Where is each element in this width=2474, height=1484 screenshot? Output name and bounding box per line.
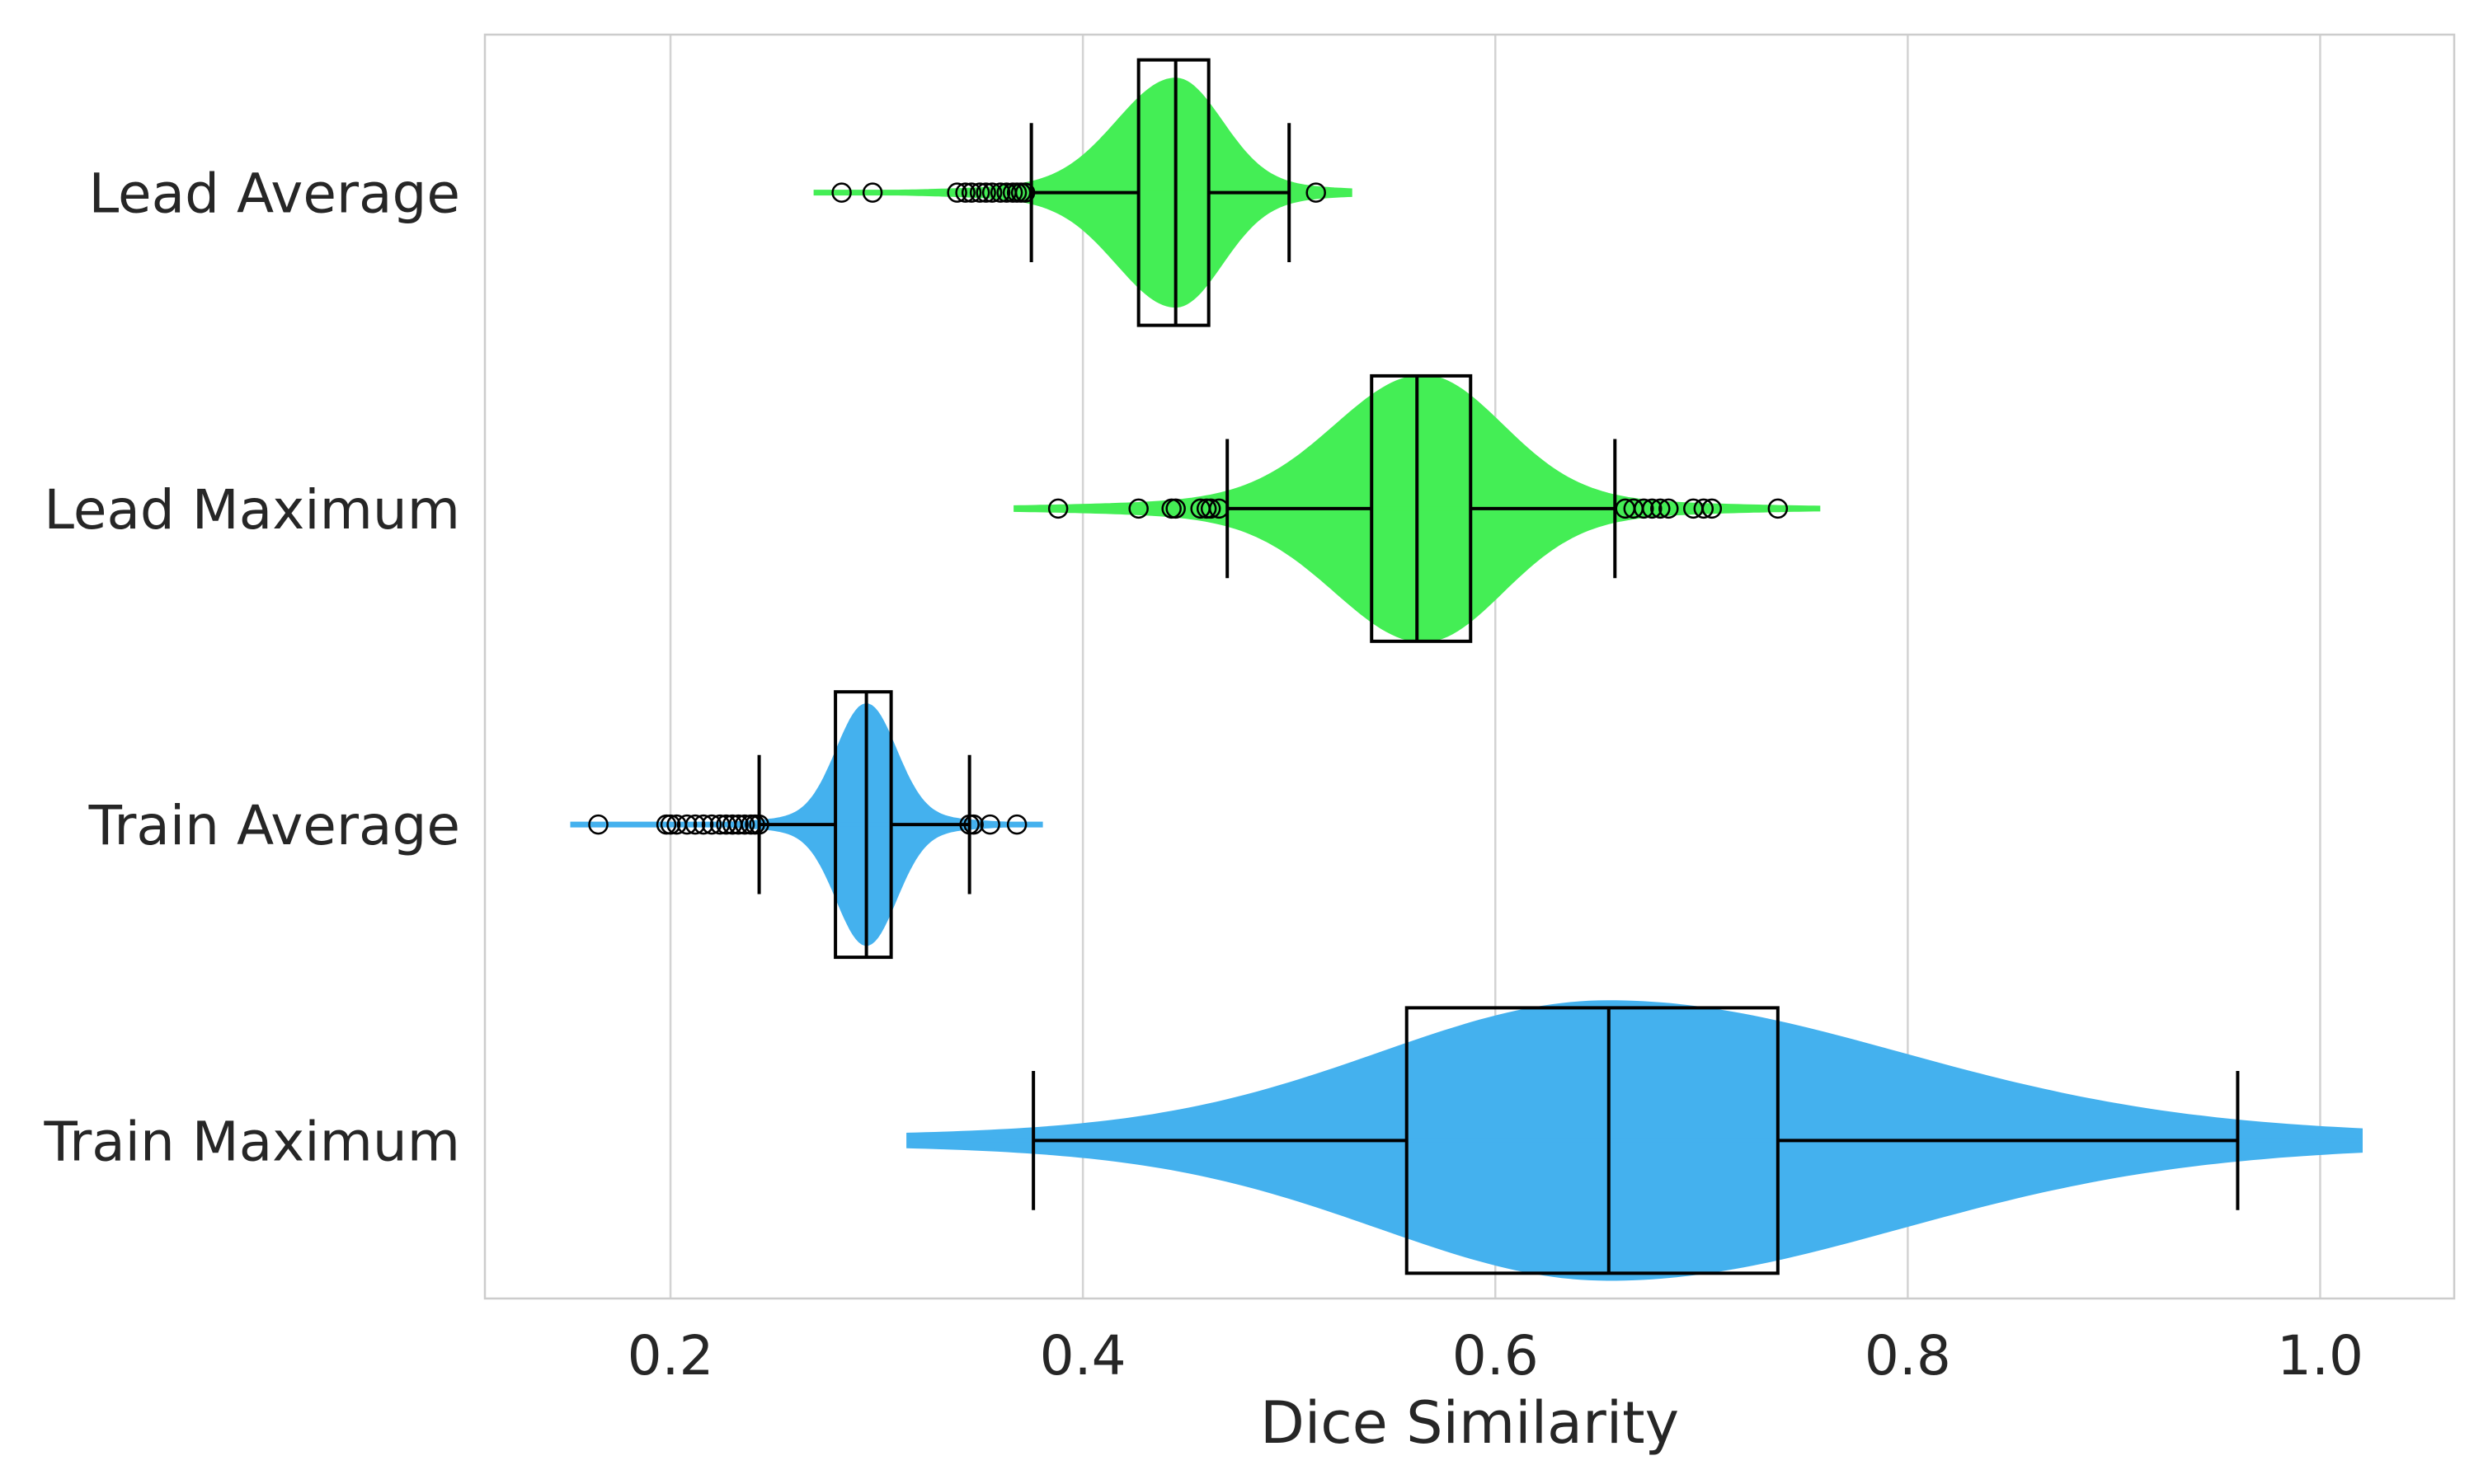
y-tick-label: Lead Average: [88, 162, 460, 226]
iqr-box: [1370, 373, 1473, 643]
x-tick-labels: 0.2 0.4 0.6 0.8 1.0: [628, 1324, 2363, 1388]
y-tick-label: Lead Maximum: [44, 478, 460, 542]
outlier-point: [976, 182, 996, 203]
outlier-point: [660, 814, 681, 835]
outlier-point: [969, 182, 990, 203]
outlier-point: [1767, 498, 1789, 519]
outlier-point: [963, 814, 984, 835]
x-axis-title: Dice Similarity: [1260, 1389, 1679, 1457]
iqr-box: [1404, 1006, 1780, 1275]
plot-frame: [483, 33, 2456, 1300]
outlier-point: [734, 814, 755, 835]
outlier-point: [961, 182, 982, 203]
iqr-box: [834, 690, 893, 960]
outlier-point: [693, 814, 714, 835]
outlier-point: [831, 182, 852, 203]
y-tick-labels: Lead Average Lead Maximum Train Average Tra…: [43, 162, 460, 1174]
outlier-point: [588, 814, 609, 835]
iqr-box: [1136, 58, 1211, 327]
outlier-point: [1128, 498, 1149, 519]
outlier-point: [1658, 498, 1679, 519]
outlier-point: [1208, 498, 1230, 519]
outlier-point: [980, 814, 1000, 835]
outlier-point: [981, 182, 1003, 203]
outlier-point: [1014, 182, 1036, 203]
x-tick-label: 0.6: [1452, 1324, 1539, 1388]
outlier-point: [1634, 498, 1654, 519]
outlier-point: [1047, 498, 1069, 519]
x-tick-label: 0.4: [1040, 1324, 1126, 1388]
outlier-point: [684, 814, 706, 835]
outlier-point: [1305, 182, 1326, 203]
x-tick-label: 1.0: [2277, 1324, 2363, 1388]
outlier-point: [1701, 498, 1723, 519]
y-tick-label: Train Maximum: [43, 1110, 460, 1173]
outlier-point: [862, 182, 883, 203]
outlier-point: [1200, 498, 1221, 519]
outlier-point: [1165, 498, 1186, 519]
outlier-point: [947, 182, 967, 203]
outlier-point: [1650, 498, 1671, 519]
outlier-point: [749, 814, 769, 835]
box-plots: [757, 58, 2240, 1275]
outlier-point: [1693, 498, 1714, 519]
outliers: [588, 182, 1789, 835]
y-tick-label: Train Average: [88, 794, 460, 857]
outlier-point: [1642, 498, 1663, 519]
outlier-point: [701, 814, 722, 835]
outlier-point: [955, 182, 976, 203]
outlier-point: [728, 814, 749, 835]
x-tick-label: 0.8: [1865, 1324, 1951, 1388]
outlier-point: [676, 814, 698, 835]
outlier-point: [1006, 814, 1028, 835]
x-tick-label: 0.2: [628, 1324, 714, 1388]
outlier-point: [990, 182, 1011, 203]
